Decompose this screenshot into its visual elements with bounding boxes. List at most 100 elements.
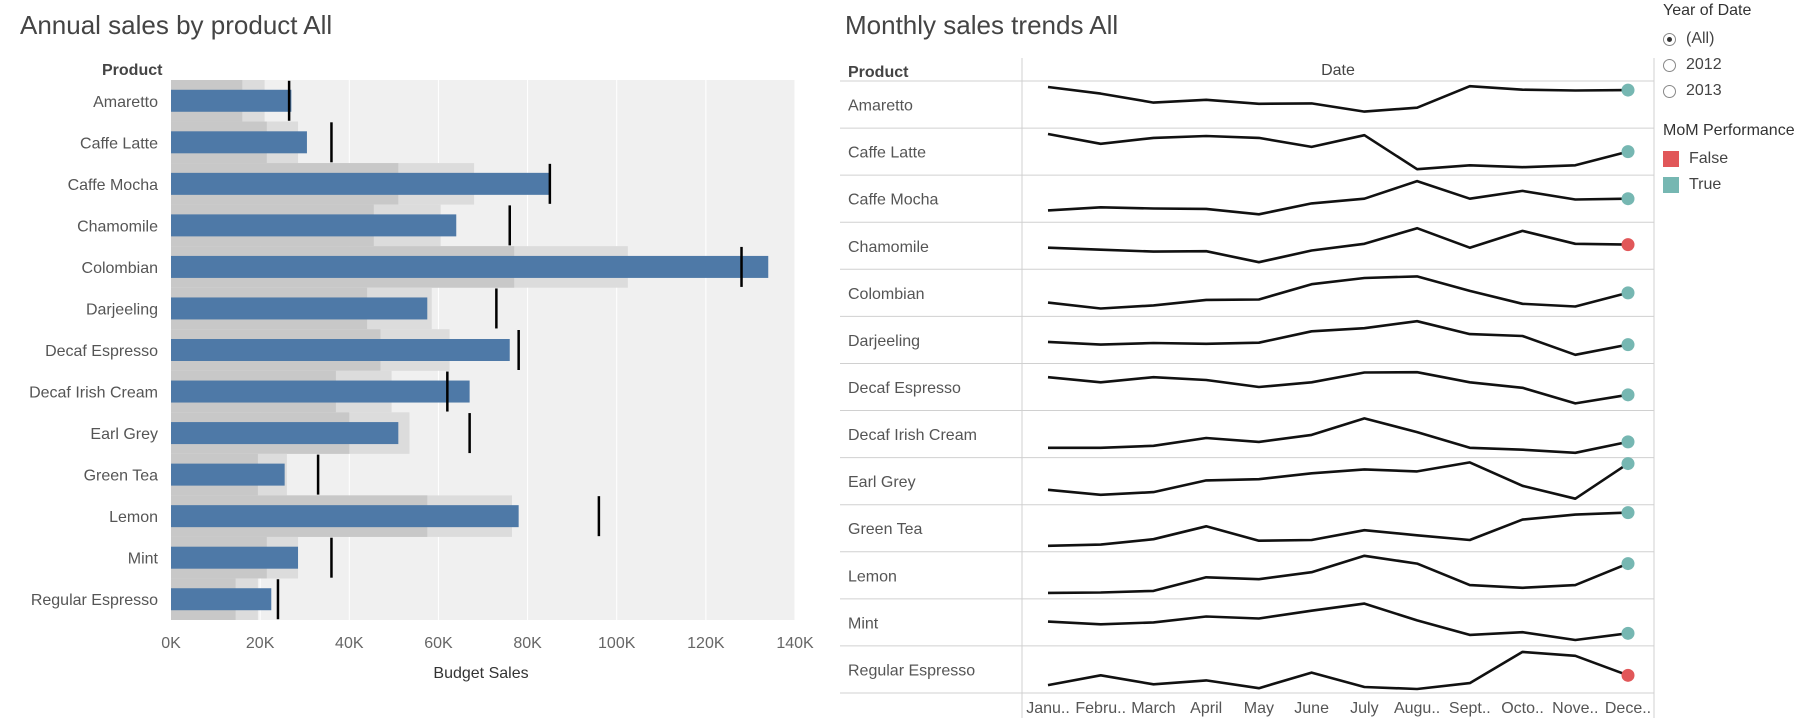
mom-endpoint-dot (1621, 238, 1635, 252)
sparkline (1048, 417, 1629, 455)
product-label: Caffe Mocha (68, 177, 159, 194)
mom-endpoint-dot (1621, 145, 1635, 159)
mom-legend-title: MoM Performance (1663, 122, 1795, 139)
year-filter-title: Year of Date (1663, 2, 1752, 19)
year-option[interactable]: (All) (1663, 26, 1751, 52)
product-label: Decaf Espresso (45, 343, 158, 360)
radio-button-icon[interactable] (1663, 32, 1676, 46)
product-label: Decaf Espresso (848, 380, 961, 397)
actual-sales-bar (171, 172, 550, 195)
mom-endpoint-dot (1621, 435, 1635, 449)
mom-endpoint-dot (1621, 388, 1635, 402)
column-header-date: Date (1321, 62, 1355, 79)
product-label: Darjeeling (86, 301, 158, 318)
color-swatch-icon (1663, 151, 1679, 167)
product-label: Mint (848, 615, 879, 632)
product-label: Colombian (848, 286, 924, 303)
mom-legend-item[interactable]: True (1663, 172, 1795, 198)
product-label: Green Tea (848, 521, 923, 538)
product-label: Decaf Irish Cream (848, 427, 977, 444)
sparkline (1047, 275, 1629, 310)
x-tick-label: 0K (161, 635, 181, 652)
mom-endpoint-dot (1621, 457, 1635, 471)
year-option-label[interactable]: (All) (1686, 30, 1715, 47)
bullet-chart-title: Annual sales by product All (20, 10, 333, 40)
mom-endpoint-dot (1621, 83, 1635, 97)
actual-sales-bar (171, 255, 769, 278)
mom-endpoint-dot (1621, 192, 1635, 206)
color-swatch-icon (1663, 177, 1679, 193)
actual-sales-bar (171, 131, 307, 154)
x-tick-label: 140K (776, 635, 814, 652)
sparkline (1047, 319, 1629, 357)
mom-legend: MoM Performance False True (1663, 122, 1795, 198)
x-tick-label: 20K (246, 635, 275, 652)
x-tick-label: 120K (687, 635, 725, 652)
x-tick-label: 60K (424, 635, 453, 652)
product-label: Chamomile (77, 218, 158, 235)
x-tick-label: 40K (335, 635, 364, 652)
mom-endpoint-dot (1621, 506, 1635, 520)
mom-legend-label: True (1689, 176, 1722, 193)
actual-sales-bar (171, 339, 510, 361)
radio-button-icon[interactable] (1663, 58, 1676, 72)
product-label: Lemon (109, 509, 158, 526)
mom-endpoint-dot (1621, 668, 1635, 682)
product-label: Green Tea (84, 468, 159, 485)
product-label: Earl Grey (90, 426, 158, 443)
x-tick-label: 80K (513, 635, 542, 652)
year-option[interactable]: 2013 (1663, 78, 1751, 104)
radio-button-icon[interactable] (1663, 84, 1676, 98)
sparkline (1047, 650, 1629, 691)
month-tick-label: May (1244, 700, 1274, 717)
x-axis-label: Budget Sales (433, 665, 528, 682)
year-option-label[interactable]: 2012 (1686, 56, 1722, 73)
product-label: Colombian (82, 260, 158, 277)
month-tick-label: Augu.. (1394, 700, 1440, 717)
month-tick-label: July (1350, 700, 1378, 717)
sparkline (1047, 84, 1629, 113)
product-label: Amaretto (848, 98, 913, 115)
product-label: Regular Espresso (848, 662, 975, 679)
mom-endpoint-dot (1621, 286, 1635, 300)
product-label: Lemon (848, 568, 897, 585)
month-tick-label: Janu.. (1026, 700, 1070, 717)
month-tick-label: March (1131, 700, 1175, 717)
product-label: Darjeeling (848, 333, 920, 350)
month-tick-label: Nove.. (1552, 700, 1598, 717)
product-label: Regular Espresso (31, 592, 158, 609)
month-tick-label: Febru.. (1075, 700, 1126, 717)
year-option[interactable]: 2012 (1663, 52, 1751, 78)
month-tick-label: Dece.. (1605, 700, 1651, 717)
mom-endpoint-dot (1621, 626, 1635, 640)
bullet-chart: Product Amaretto Caffe Latte Caffe Mocha Cha… (29, 62, 814, 682)
sparkline (1047, 511, 1629, 548)
product-label: Decaf Irish Cream (29, 385, 158, 402)
product-label: Caffe Latte (848, 145, 926, 162)
mom-legend-label: False (1689, 150, 1729, 167)
month-tick-label: June (1294, 700, 1329, 717)
product-label: Earl Grey (848, 474, 916, 491)
row-header-product: Product (102, 62, 163, 79)
sparkline (1047, 602, 1629, 642)
product-label: Chamomile (848, 239, 929, 256)
actual-sales-bar (171, 214, 457, 237)
actual-sales-bar (171, 89, 292, 112)
sparkline (1047, 179, 1629, 216)
sparkline (1047, 132, 1629, 171)
month-tick-label: Octo.. (1501, 700, 1544, 717)
actual-sales-bar (171, 297, 428, 320)
product-label: Mint (128, 551, 159, 568)
product-label: Caffe Latte (80, 135, 158, 152)
mom-legend-item[interactable]: False (1663, 146, 1795, 172)
year-filter: Year of Date (All) 2012 2013 (1663, 2, 1751, 104)
mom-endpoint-dot (1621, 338, 1635, 352)
sparkline (1047, 226, 1629, 264)
mom-endpoint-dot (1621, 557, 1635, 571)
actual-sales-bar (171, 463, 285, 486)
actual-sales-bar (171, 546, 299, 569)
year-option-label[interactable]: 2013 (1686, 82, 1722, 99)
month-tick-label: April (1190, 700, 1222, 717)
sparkline-chart-title: Monthly sales trends All (845, 10, 1119, 40)
sparkline (1047, 554, 1629, 595)
